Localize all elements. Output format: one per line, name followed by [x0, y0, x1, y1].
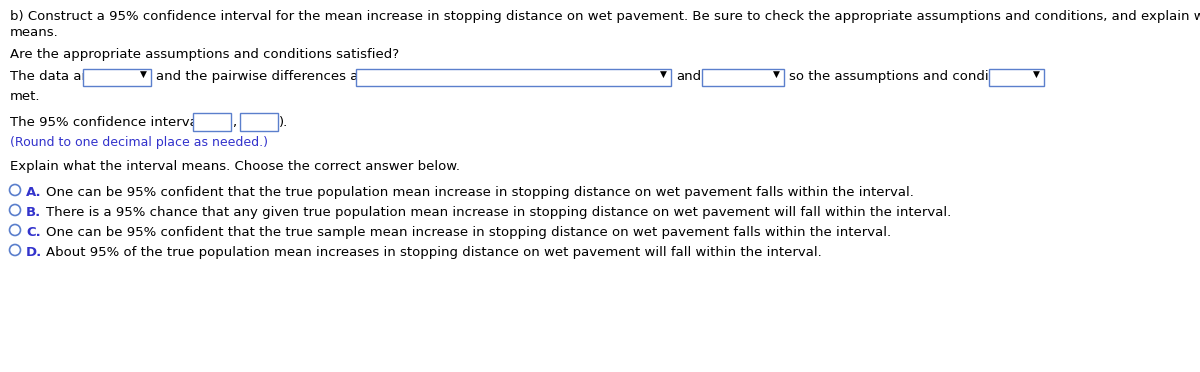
FancyBboxPatch shape [83, 69, 151, 86]
Text: ).: ). [278, 116, 288, 129]
FancyBboxPatch shape [702, 69, 784, 86]
Text: D.: D. [26, 246, 42, 259]
Circle shape [10, 185, 20, 196]
Text: so the assumptions and conditions: so the assumptions and conditions [790, 70, 1021, 83]
Text: ▼: ▼ [773, 70, 780, 79]
FancyBboxPatch shape [356, 69, 671, 86]
Text: There is a 95% chance that any given true population mean increase in stopping d: There is a 95% chance that any given tru… [46, 206, 952, 219]
Text: A.: A. [26, 186, 42, 199]
Circle shape [10, 224, 20, 235]
Text: means.: means. [10, 26, 59, 39]
FancyBboxPatch shape [989, 69, 1044, 86]
Text: C.: C. [26, 226, 41, 239]
Text: (Round to one decimal place as needed.): (Round to one decimal place as needed.) [10, 136, 268, 149]
Text: ,: , [232, 116, 236, 129]
Circle shape [10, 244, 20, 256]
Text: b) Construct a 95% confidence interval for the mean increase in stopping distanc: b) Construct a 95% confidence interval f… [10, 10, 1200, 23]
Text: ▼: ▼ [660, 70, 667, 79]
Text: and: and [676, 70, 701, 83]
Text: About 95% of the true population mean increases in stopping distance on wet pave: About 95% of the true population mean in… [46, 246, 822, 259]
FancyBboxPatch shape [240, 113, 278, 131]
Text: met.: met. [10, 90, 41, 103]
Text: B.: B. [26, 206, 41, 219]
Text: The data are: The data are [10, 70, 95, 83]
Text: and the pairwise differences are: and the pairwise differences are [156, 70, 372, 83]
Text: One can be 95% confident that the true sample mean increase in stopping distance: One can be 95% confident that the true s… [46, 226, 892, 239]
Text: ▼: ▼ [1033, 70, 1040, 79]
Circle shape [10, 205, 20, 215]
Text: The 95% confidence interval is (: The 95% confidence interval is ( [10, 116, 226, 129]
Text: One can be 95% confident that the true population mean increase in stopping dist: One can be 95% confident that the true p… [46, 186, 914, 199]
Text: Are the appropriate assumptions and conditions satisfied?: Are the appropriate assumptions and cond… [10, 48, 400, 61]
Text: Explain what the interval means. Choose the correct answer below.: Explain what the interval means. Choose … [10, 160, 460, 173]
Text: ▼: ▼ [140, 70, 146, 79]
FancyBboxPatch shape [193, 113, 230, 131]
